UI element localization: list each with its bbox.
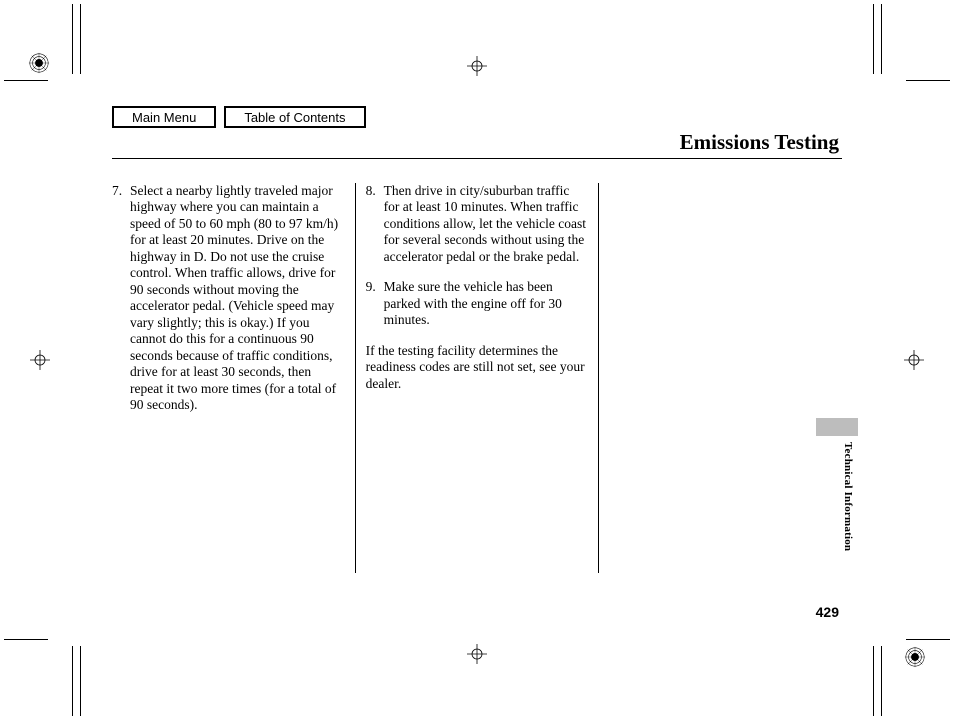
- list-body: Make sure the vehicle has been parked wi…: [384, 279, 589, 328]
- column-2: 8. Then drive in city/suburban traffic f…: [356, 183, 599, 573]
- list-body: Then drive in city/suburban traffic for …: [384, 183, 589, 265]
- title-rule: [112, 158, 842, 159]
- registration-mark-icon: [467, 56, 487, 76]
- main-menu-button[interactable]: Main Menu: [112, 106, 216, 128]
- page-title: Emissions Testing: [680, 130, 839, 155]
- rosette-icon-tl: [28, 52, 50, 74]
- column-1: 7. Select a nearby lightly traveled majo…: [112, 183, 355, 573]
- main-menu-label: Main Menu: [132, 110, 196, 125]
- page-container: Main Menu Table of Contents Emissions Te…: [0, 0, 954, 720]
- toc-label: Table of Contents: [244, 110, 345, 125]
- list-number: 9.: [366, 279, 384, 328]
- page-number: 429: [816, 604, 839, 620]
- toc-button[interactable]: Table of Contents: [224, 106, 365, 128]
- nav-buttons: Main Menu Table of Contents: [112, 106, 366, 128]
- list-body: Select a nearby lightly traveled major h…: [130, 183, 345, 414]
- list-item-9: 9. Make sure the vehicle has been parked…: [366, 279, 589, 328]
- list-item-8: 8. Then drive in city/suburban traffic f…: [366, 183, 589, 265]
- registration-mark-icon: [467, 644, 487, 664]
- side-tab-marker: [816, 418, 858, 436]
- list-number: 7.: [112, 183, 130, 414]
- closing-paragraph: If the testing facility determines the r…: [366, 343, 589, 392]
- column-3: [599, 183, 842, 573]
- rosette-icon-br: [904, 646, 926, 668]
- list-item-7: 7. Select a nearby lightly traveled majo…: [112, 183, 345, 414]
- side-section-label: Technical Information: [842, 442, 854, 551]
- registration-mark-icon: [30, 350, 50, 370]
- registration-mark-icon: [904, 350, 924, 370]
- list-number: 8.: [366, 183, 384, 265]
- content-columns: 7. Select a nearby lightly traveled majo…: [112, 183, 842, 573]
